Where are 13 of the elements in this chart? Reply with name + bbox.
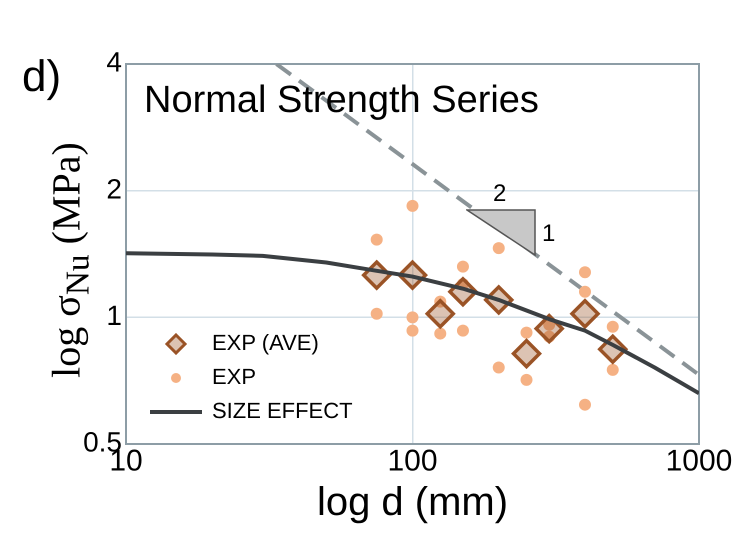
x-axis-title: log d (mm) xyxy=(316,480,508,524)
legend-label: EXP xyxy=(211,363,258,391)
x-tick-label: 1000 xyxy=(666,444,732,478)
chart-title: Normal Strength Series xyxy=(144,79,539,121)
text: d) xyxy=(22,52,62,102)
y-tick-label: 1 xyxy=(106,300,122,332)
y-tick-label: 4 xyxy=(106,46,122,78)
y-tick-label: 2 xyxy=(106,173,122,204)
annotation: 2 xyxy=(493,180,506,208)
legend-label: SIZE EFFECT xyxy=(211,397,353,425)
x-tick-label: 100 xyxy=(387,444,438,478)
annotation: 1 xyxy=(542,220,556,248)
legend-label: EXP (AVE) xyxy=(211,329,320,357)
